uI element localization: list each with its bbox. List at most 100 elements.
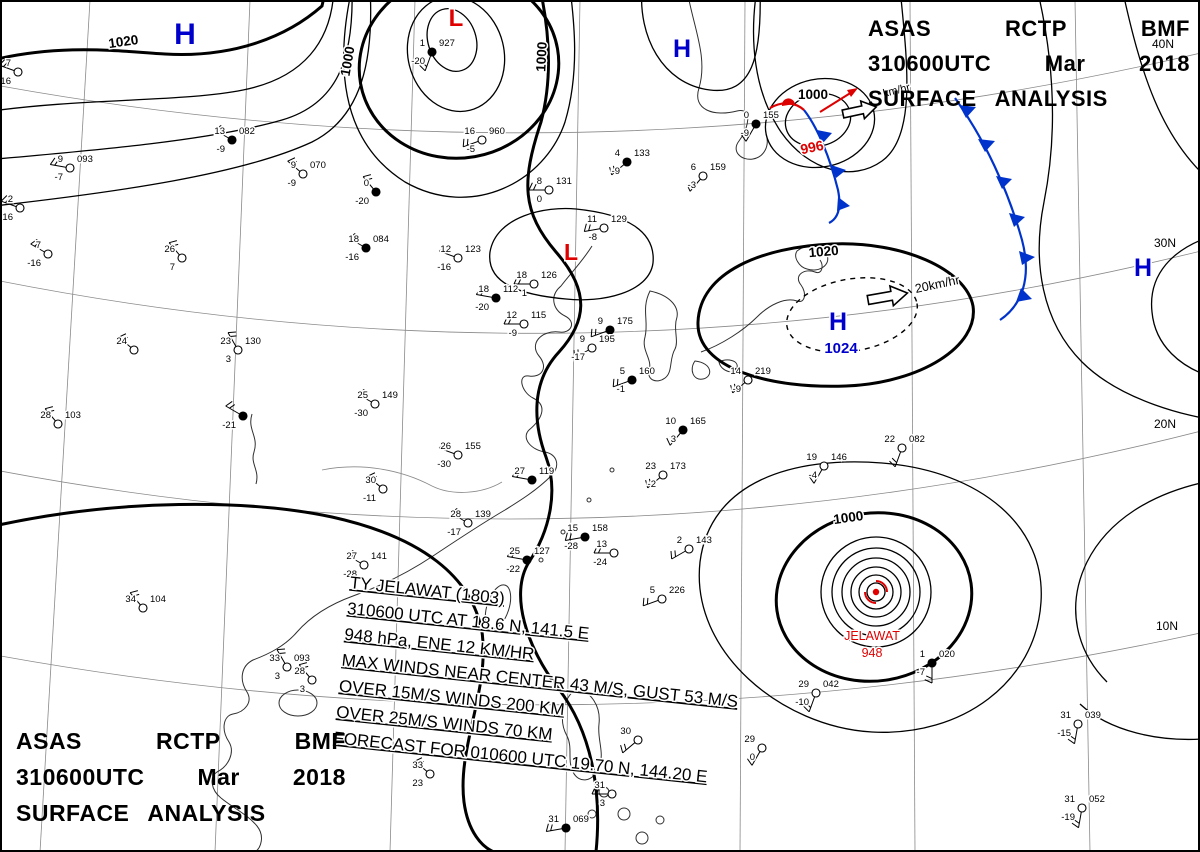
station-pressure: 104 [150, 594, 166, 605]
station-dewpoint: 3 [600, 798, 605, 809]
wind-barb-feather [466, 138, 469, 146]
wind-barb-feather [730, 384, 734, 393]
station-cloud-circle [238, 411, 248, 421]
station-temperature: 12 [506, 310, 517, 321]
high-motion-open-arrow [866, 284, 909, 308]
wind-barb-feather [642, 597, 645, 606]
coastline-korea [643, 290, 678, 382]
title-word: SURFACE [868, 86, 977, 111]
station-plot: 7 -16 [0, 57, 23, 89]
station-plot: 9 195 -17 [570, 333, 617, 365]
title-word: ASAS [868, 16, 932, 41]
station-temperature: 9 [58, 154, 63, 165]
isobar-value-label: 1000 [832, 508, 864, 527]
station-dewpoint: -7 [55, 172, 63, 183]
wind-barb-feather [511, 469, 518, 477]
station-temperature: 30 [620, 726, 631, 737]
station-cloud-circle [658, 470, 668, 480]
wind-barb-feather [442, 444, 449, 451]
station-temperature: 18 [516, 270, 527, 281]
title-line: 310600UTC Mar 2018 [16, 764, 346, 791]
low-motion-arrowhead [847, 88, 858, 97]
station-dewpoint: -16 [0, 212, 13, 223]
wind-barb-feather [279, 652, 286, 654]
wind-barb-feather [545, 823, 549, 832]
wind-barb-feather [577, 349, 579, 356]
high-value-label: 1024 [824, 340, 858, 357]
station-dewpoint: -16 [27, 258, 41, 269]
wind-barb-feather [620, 744, 624, 753]
wind-barb-feather [891, 457, 898, 464]
title-word: ANALYSIS [994, 86, 1108, 111]
station-cloud-circle [580, 532, 590, 542]
station-plot: 11 129 -8 [583, 213, 628, 245]
station-pressure: 112 [503, 284, 518, 295]
coastline [688, 0, 768, 160]
station-pressure: 093 [77, 154, 93, 165]
station-dewpoint: -21 [222, 420, 236, 431]
station-cloud-circle [427, 47, 437, 57]
station-temperature: 33 [412, 760, 423, 771]
station-temperature: 0 [364, 178, 369, 189]
station-cloud-circle [477, 135, 487, 145]
station-dewpoint: -11 [363, 493, 376, 504]
station-temperature: 1 [420, 38, 425, 49]
title-word: ANALYSIS [147, 800, 266, 826]
coastline-kyushu [691, 360, 711, 380]
wind-barb-feather [1067, 738, 1075, 745]
wind-barb-feather [1071, 822, 1079, 829]
station-plot: 18 112 -20 [474, 283, 520, 315]
isobar-typhoon-outer [698, 461, 1042, 733]
station-pressure: 082 [909, 434, 925, 445]
wind-barb-feather [648, 478, 652, 486]
station-temperature: 27 [346, 551, 357, 562]
wind-barb-feather [132, 593, 140, 597]
station-dewpoint: 1 [522, 288, 527, 299]
station-dewpoint: -10 [795, 697, 809, 708]
station-dewpoint: -9 [217, 144, 225, 155]
wind-barb-feather [348, 233, 356, 239]
wind-barb-feather [674, 550, 676, 557]
station-pressure: 219 [755, 366, 771, 377]
station-cloud-circle [233, 345, 243, 355]
station-pressure: 052 [1089, 794, 1105, 805]
wind-barb-feather [616, 378, 619, 386]
station-cloud-circle [463, 518, 473, 528]
station-plot: 12 123 -16 [436, 243, 483, 275]
station-cloud-circle [53, 419, 63, 429]
station-cloud-circle [370, 399, 380, 409]
wind-barb-feather [169, 240, 178, 244]
warm-front-semicircle [781, 98, 795, 106]
station-pressure: 139 [475, 509, 491, 520]
wind-barb-feather [593, 545, 598, 554]
wind-barb-feather [669, 435, 674, 443]
station-dewpoint: 3 [671, 434, 676, 445]
station-temperature: 5 [620, 366, 625, 377]
station-plot: 9 175 [590, 315, 634, 338]
station-pressure: 143 [696, 535, 712, 546]
station-pressure: 131 [556, 176, 572, 187]
station-cloud-circle [378, 484, 388, 494]
wind-barb-feather [47, 409, 55, 413]
wind-barb-feather [670, 550, 673, 560]
title-word: 2018 [1139, 51, 1190, 76]
station-dewpoint: 7 [170, 262, 175, 273]
wind-barb-feather [750, 755, 755, 762]
station-cloud-circle [13, 67, 23, 77]
station-temperature: 7 [6, 58, 11, 69]
wind-barb-feather [564, 532, 568, 541]
wind-barb-feather [350, 553, 357, 558]
station-cloud-circle [138, 603, 148, 613]
isobar-ridge-loop [640, 0, 761, 92]
isobar-1024-dashed [786, 277, 918, 353]
station-plot: 29 0 [743, 733, 767, 766]
title-word: Mar [197, 764, 240, 790]
station-dewpoint: -4 [809, 470, 817, 481]
station-plot: 10 165 3 [664, 415, 707, 447]
coastline-hainan [278, 689, 318, 717]
station-cloud-circle [298, 169, 308, 179]
wind-barb-feather [686, 183, 691, 192]
station-temperature: 1 [920, 649, 925, 660]
station-temperature: 31 [1064, 794, 1075, 805]
wind-barb-feather [513, 276, 518, 285]
